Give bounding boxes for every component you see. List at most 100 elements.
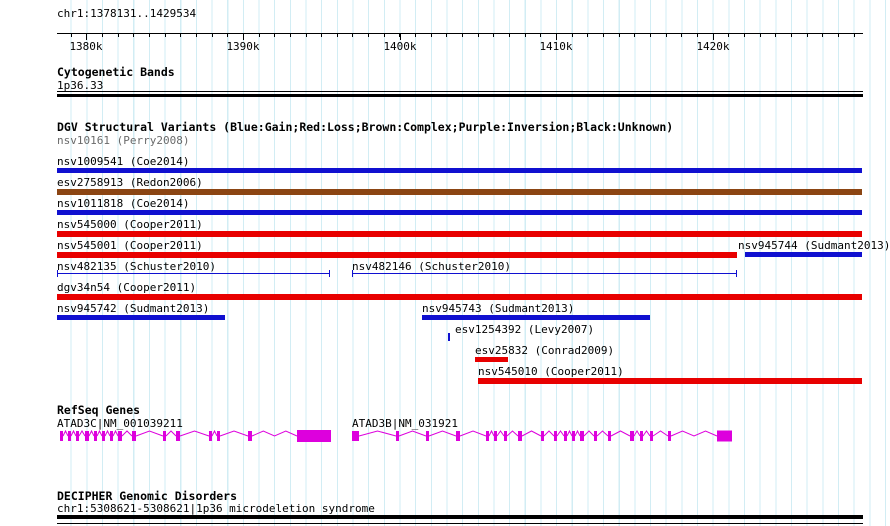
- gene-exon[interactable]: [352, 431, 359, 441]
- ruler-minor-tick: [430, 34, 432, 37]
- gene-exon[interactable]: [297, 430, 331, 442]
- variant-label[interactable]: nsv945744 (Sudmant2013): [738, 239, 890, 252]
- gene-exon[interactable]: [580, 431, 584, 441]
- gene-exon[interactable]: [248, 431, 252, 441]
- ruler-major-tick: [556, 34, 557, 40]
- variant-bar[interactable]: [57, 231, 862, 237]
- track-bottom-line: [57, 523, 863, 524]
- variant-label[interactable]: nsv1011818 (Coe2014): [57, 197, 190, 210]
- gene-exon[interactable]: [176, 431, 180, 441]
- variant-label[interactable]: nsv482146 (Schuster2010): [352, 260, 511, 273]
- gene-exon[interactable]: [110, 431, 113, 441]
- ruler-minor-tick: [837, 34, 839, 37]
- gene-exon[interactable]: [102, 431, 105, 441]
- variant-bar[interactable]: [475, 357, 508, 362]
- gene-exon[interactable]: [668, 431, 671, 441]
- gene-exon[interactable]: [426, 431, 429, 441]
- gene-exon[interactable]: [564, 431, 567, 441]
- variant-label[interactable]: esv2758913 (Redon2006): [57, 176, 203, 189]
- ruler-minor-tick: [368, 34, 370, 37]
- variant-label[interactable]: esv25832 (Conrad2009): [475, 344, 615, 357]
- gene-exon[interactable]: [594, 431, 597, 441]
- cytoband-label: 1p36.33: [57, 79, 104, 92]
- section-title-dgv: DGV Structural Variants (Blue:Gain;Red:L…: [57, 120, 674, 134]
- ruler-minor-tick: [634, 34, 636, 37]
- gene-exon[interactable]: [94, 431, 97, 441]
- ruler-minor-tick: [524, 34, 526, 37]
- gene-exon[interactable]: [717, 430, 732, 442]
- ruler-tick-label: 1420k: [696, 40, 730, 53]
- variant-label[interactable]: dgv34n54 (Cooper2011): [57, 281, 197, 294]
- variant-bar-end-tick[interactable]: [736, 270, 737, 277]
- section-title-cytobands: Cytogenetic Bands: [57, 65, 175, 79]
- gene-exon[interactable]: [85, 431, 89, 441]
- section-title-decipher: DECIPHER Genomic Disorders: [57, 489, 238, 503]
- variant-bar[interactable]: [448, 333, 450, 341]
- variant-bar[interactable]: [57, 252, 737, 258]
- gene-exon[interactable]: [132, 431, 136, 441]
- ruler-minor-tick: [274, 34, 276, 37]
- variant-bar[interactable]: [57, 315, 225, 320]
- variant-bar[interactable]: [57, 210, 862, 215]
- section-title-refseq: RefSeq Genes: [57, 403, 141, 417]
- gene-exon[interactable]: [396, 431, 399, 441]
- ruler-minor-tick: [571, 34, 573, 37]
- variant-label[interactable]: nsv482135 (Schuster2010): [57, 260, 216, 273]
- variant-bar[interactable]: [422, 315, 650, 320]
- ruler-minor-tick: [822, 34, 824, 37]
- gene-exon[interactable]: [60, 431, 63, 441]
- gene-label[interactable]: ATAD3C|NM_001039211: [57, 417, 183, 430]
- variant-label[interactable]: nsv945742 (Sudmant2013): [57, 302, 210, 315]
- gene-exon[interactable]: [456, 431, 460, 441]
- gene-exon[interactable]: [118, 431, 122, 441]
- ruler-tick-label: 1410k: [539, 40, 573, 53]
- gene-exon[interactable]: [68, 431, 71, 441]
- gene-structure[interactable]: [351, 425, 733, 447]
- ruler-line: [57, 33, 863, 34]
- variant-label[interactable]: nsv945743 (Sudmant2013): [422, 302, 575, 315]
- ruler-major-tick: [243, 34, 244, 40]
- gene-exon[interactable]: [572, 431, 575, 441]
- ruler-minor-tick: [477, 34, 479, 37]
- ruler-minor-tick: [540, 34, 542, 37]
- gene-exon[interactable]: [608, 431, 611, 441]
- variant-bar-end-tick[interactable]: [57, 270, 58, 277]
- variant-bar[interactable]: [57, 294, 862, 300]
- gene-structure[interactable]: [59, 425, 332, 447]
- decipher-bar[interactable]: [57, 515, 863, 519]
- gene-exon[interactable]: [541, 431, 544, 441]
- gene-exon[interactable]: [486, 431, 489, 441]
- gene-exon[interactable]: [554, 431, 557, 441]
- gene-exon[interactable]: [163, 431, 166, 441]
- variant-label[interactable]: nsv545010 (Cooper2011): [478, 365, 624, 378]
- variant-bar[interactable]: [478, 378, 862, 384]
- variant-bar[interactable]: [57, 189, 862, 195]
- gene-intron-line: [62, 429, 298, 437]
- variant-label[interactable]: nsv545000 (Cooper2011): [57, 218, 203, 231]
- gene-exon[interactable]: [504, 431, 507, 441]
- gene-exon[interactable]: [640, 431, 643, 441]
- ruler-minor-tick: [728, 34, 730, 37]
- gene-exon[interactable]: [76, 431, 79, 441]
- ruler-minor-tick: [117, 34, 119, 37]
- variant-label[interactable]: nsv10161 (Perry2008): [57, 134, 190, 147]
- variant-bar-end-tick[interactable]: [352, 270, 353, 277]
- variant-label[interactable]: esv1254392 (Levy2007): [455, 323, 595, 336]
- gene-exon[interactable]: [650, 431, 653, 441]
- variant-bar-end-tick[interactable]: [329, 270, 330, 277]
- variant-label[interactable]: nsv545001 (Cooper2011): [57, 239, 203, 252]
- gene-label[interactable]: ATAD3B|NM_031921: [352, 417, 458, 430]
- cytoband-bar[interactable]: [57, 94, 863, 97]
- variant-bar[interactable]: [57, 273, 330, 274]
- variant-label[interactable]: nsv1009541 (Coe2014): [57, 155, 190, 168]
- variant-bar[interactable]: [352, 273, 737, 274]
- gene-exon[interactable]: [494, 431, 497, 441]
- ruler-minor-tick: [305, 34, 307, 37]
- gene-exon[interactable]: [209, 431, 212, 441]
- gene-exon[interactable]: [518, 431, 522, 441]
- gene-exon[interactable]: [630, 431, 634, 441]
- variant-bar[interactable]: [57, 168, 862, 173]
- ruler-minor-tick: [462, 34, 464, 37]
- gene-exon[interactable]: [217, 431, 220, 441]
- variant-bar[interactable]: [745, 252, 862, 257]
